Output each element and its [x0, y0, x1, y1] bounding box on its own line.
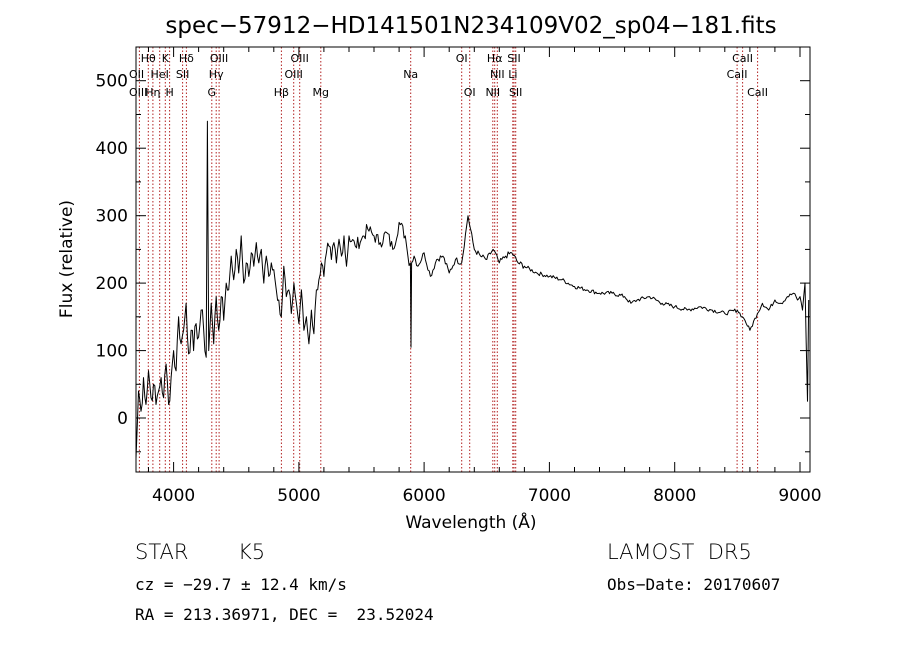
- line-label: OIII: [210, 52, 228, 65]
- y-tick-label: 300: [96, 207, 128, 227]
- x-axis-label: Wavelength (Å): [405, 511, 536, 533]
- line-label: K: [162, 52, 170, 65]
- y-axis-label: Flux (relative): [57, 200, 77, 318]
- chart-title: spec−57912−HD141501N234109V02_sp04−181.f…: [165, 13, 776, 39]
- line-label: Mg: [313, 86, 329, 99]
- y-tick-label: 0: [117, 409, 128, 429]
- line-label: CaII: [727, 68, 748, 81]
- redshift-info: cz = −29.7 ± 12.4 km/s: [135, 575, 347, 594]
- line-label: OI: [464, 86, 476, 99]
- line-label: Li: [508, 68, 517, 81]
- line-label: Hβ: [274, 86, 289, 99]
- line-label: OIII: [285, 68, 303, 81]
- line-label: OII: [129, 68, 144, 81]
- line-label: NII: [485, 86, 500, 99]
- line-label: SII: [176, 68, 189, 81]
- survey-name: LAMOST DR5: [607, 540, 752, 564]
- line-label: OIII: [291, 52, 309, 65]
- line-label: OIII: [129, 86, 147, 99]
- y-tick-label: 200: [96, 274, 128, 294]
- axis-ticks: 4000 5000 6000 7000 8000 9000 0 100 200 300 400 500: [96, 46, 822, 506]
- x-tick-label: 4000: [152, 486, 195, 506]
- plot-frame: [135, 46, 811, 473]
- y-tick-label: 500: [96, 72, 128, 92]
- spectrum-line: [135, 120, 810, 459]
- observation-date: Obs−Date: 20170607: [607, 575, 781, 594]
- x-tick-label: 9000: [778, 486, 821, 506]
- line-label: Na: [403, 68, 418, 81]
- line-label: G: [208, 86, 217, 99]
- line-label: CaII: [747, 86, 768, 99]
- spectral-line-labels: Hθ K Hδ OIII OIII OI Hα SII CaII OII HeI SII Hγ OIII N…: [129, 52, 768, 99]
- line-label: NII: [490, 68, 505, 81]
- line-label: SII: [507, 52, 520, 65]
- x-tick-label: 8000: [653, 486, 696, 506]
- y-tick-label: 400: [96, 139, 128, 159]
- line-label: Hθ: [141, 52, 156, 65]
- line-label: HeI: [151, 68, 169, 81]
- line-label: Hγ: [209, 68, 224, 81]
- x-tick-label: 7000: [528, 486, 571, 506]
- spectrum-series: [135, 120, 810, 459]
- coordinates: RA = 213.36971, DEC = 23.52024: [135, 605, 434, 624]
- line-label: H: [165, 86, 173, 99]
- object-class: STAR: [135, 540, 189, 564]
- x-tick-label: 6000: [402, 486, 445, 506]
- line-label: OI: [456, 52, 468, 65]
- line-label: Hδ: [179, 52, 194, 65]
- line-label: SII: [509, 86, 522, 99]
- y-tick-label: 100: [96, 342, 128, 362]
- x-tick-label: 5000: [277, 486, 320, 506]
- line-label: Hη: [145, 86, 160, 99]
- spectrum-chart: spec−57912−HD141501N234109V02_sp04−181.f…: [57, 13, 822, 533]
- object-subclass: K5: [238, 540, 266, 564]
- spectral-line-markers: [138, 47, 759, 472]
- line-label: CaII: [732, 52, 753, 65]
- line-label: Hα: [487, 52, 503, 65]
